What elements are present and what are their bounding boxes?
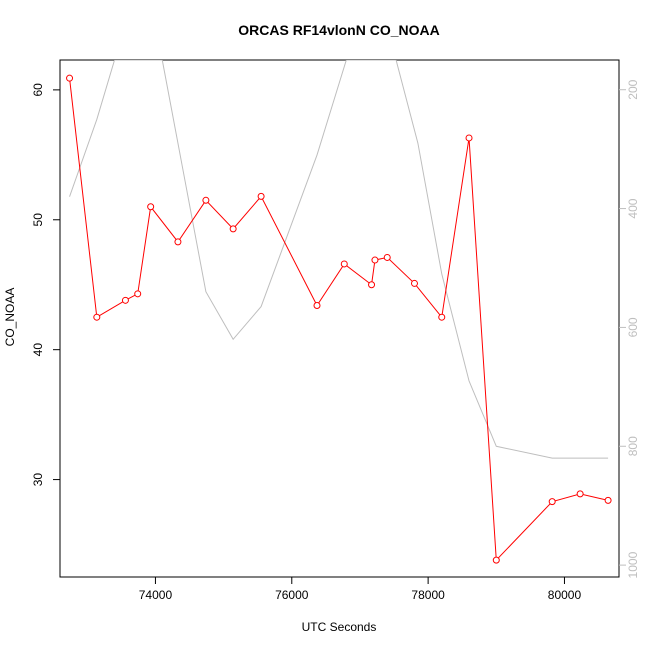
y2-tick-label: 400 (626, 198, 640, 218)
data-point (371, 256, 379, 264)
data-point (229, 225, 237, 233)
y2-tick-label: 800 (626, 436, 640, 456)
data-point (313, 302, 321, 310)
x-tick-label: 76000 (275, 588, 309, 602)
data-point (202, 196, 210, 204)
x-tick-label: 80000 (548, 588, 582, 602)
data-point (174, 238, 182, 246)
data-point (604, 496, 612, 504)
data-point (548, 498, 556, 506)
data-point (438, 313, 446, 321)
data-point (134, 290, 142, 298)
plot-frame (59, 59, 620, 578)
data-point (340, 260, 348, 268)
data-point (257, 192, 265, 200)
data-point (121, 296, 129, 304)
data-point (410, 279, 418, 287)
y2-tick-label: 200 (626, 79, 640, 99)
y-axis-label: CO_NOAA (3, 288, 17, 347)
y2-tick-label: 600 (626, 317, 640, 337)
x-tick-label: 78000 (411, 588, 445, 602)
series-line-secondary (69, 60, 609, 459)
y-axis-right: 200 400 600 800 1000 (619, 79, 640, 578)
x-axis-label: UTC Seconds (302, 620, 377, 634)
series-layer (66, 60, 612, 564)
data-point (576, 490, 584, 498)
data-point (147, 203, 155, 211)
data-point (465, 134, 473, 142)
chart-title: ORCAS RF14vlonN CO_NOAA (238, 22, 439, 38)
x-axis: 74000 76000 78000 80000 (139, 577, 582, 602)
y-tick-label: 50 (31, 213, 45, 227)
y-tick-label: 30 (31, 473, 45, 487)
x-tick-label: 74000 (139, 588, 173, 602)
y2-tick-label: 1000 (626, 551, 640, 578)
data-point (383, 253, 391, 261)
y-axis-left: 30 40 50 60 (31, 83, 60, 486)
y-tick-label: 60 (31, 83, 45, 97)
series-line-primary (69, 78, 609, 562)
data-point (368, 281, 376, 289)
data-point (66, 74, 74, 82)
y-tick-label: 40 (31, 343, 45, 357)
data-point (93, 313, 101, 321)
data-point (492, 556, 500, 564)
